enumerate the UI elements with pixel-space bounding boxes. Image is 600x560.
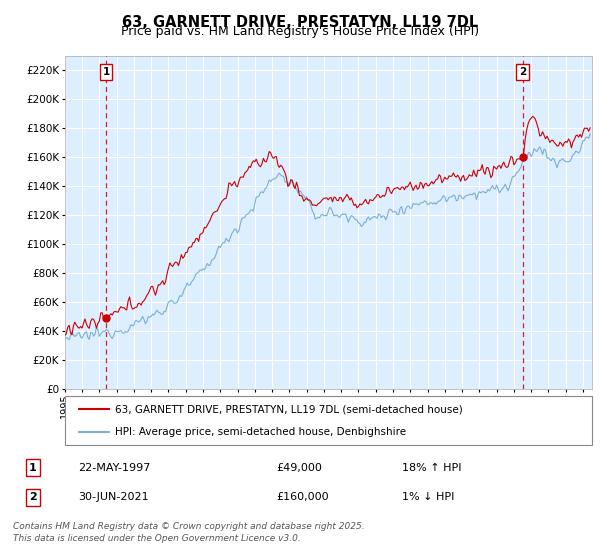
Text: HPI: Average price, semi-detached house, Denbighshire: HPI: Average price, semi-detached house,… (115, 427, 406, 437)
Text: 63, GARNETT DRIVE, PRESTATYN, LL19 7DL: 63, GARNETT DRIVE, PRESTATYN, LL19 7DL (122, 15, 478, 30)
Text: 2: 2 (29, 492, 37, 502)
Text: 63, GARNETT DRIVE, PRESTATYN, LL19 7DL (semi-detached house): 63, GARNETT DRIVE, PRESTATYN, LL19 7DL (… (115, 404, 463, 414)
FancyBboxPatch shape (65, 396, 592, 445)
Text: 1: 1 (103, 67, 110, 77)
Text: 1% ↓ HPI: 1% ↓ HPI (402, 492, 454, 502)
Text: 22-MAY-1997: 22-MAY-1997 (78, 463, 151, 473)
Text: Price paid vs. HM Land Registry's House Price Index (HPI): Price paid vs. HM Land Registry's House … (121, 25, 479, 38)
Text: £160,000: £160,000 (276, 492, 329, 502)
Text: 18% ↑ HPI: 18% ↑ HPI (402, 463, 461, 473)
Text: 2: 2 (519, 67, 526, 77)
Text: 30-JUN-2021: 30-JUN-2021 (78, 492, 149, 502)
Text: 1: 1 (29, 463, 37, 473)
Text: Contains HM Land Registry data © Crown copyright and database right 2025.
This d: Contains HM Land Registry data © Crown c… (13, 522, 365, 543)
Text: £49,000: £49,000 (276, 463, 322, 473)
